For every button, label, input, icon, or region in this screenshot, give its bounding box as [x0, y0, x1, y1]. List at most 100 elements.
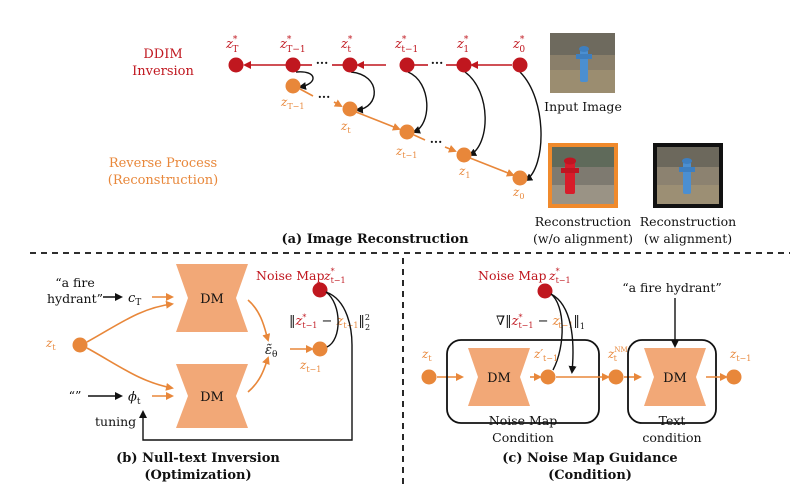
zprev-label-b: zt−1 [299, 358, 321, 374]
reconstruction-w-alignment-image [653, 143, 723, 208]
zp-node-c [540, 369, 556, 385]
label-zt: zt [340, 119, 351, 135]
ddim-inversion-label-1: DDIM [143, 47, 182, 62]
box2-label-2: condition [642, 430, 701, 445]
inversion-node-zt [342, 57, 358, 73]
link-curve-3 [407, 71, 428, 134]
label-zT-1: zT−1 [280, 95, 304, 111]
link-curve-1 [295, 71, 314, 90]
box1-label-2: Condition [492, 430, 554, 445]
inversion-node-z1 [456, 57, 472, 73]
zt-node-b [72, 337, 88, 353]
panel-b-title-1: (b) Null-text Inversion [116, 451, 280, 466]
dm-top-to-eps [247, 299, 271, 342]
panel-c: Noise Map z* t−1 ∇‖z* t−1 − z′ t−1‖1 “a fir… [421, 267, 751, 483]
link-curve-4 [464, 71, 486, 156]
input-image [550, 33, 615, 93]
label-zt-star: z* t [340, 35, 353, 55]
link-curve-5 [519, 71, 542, 182]
zt-label-c: zt [421, 347, 432, 363]
zt-to-dm-top [86, 300, 174, 343]
guidance-curve-c-2 [550, 293, 563, 371]
inversion-node-zT-1 [285, 57, 301, 73]
label-zT-1-star: z* T−1 [279, 35, 306, 55]
zout-node-c [726, 369, 742, 385]
panel-a-title: (a) Image Reconstruction [281, 232, 469, 247]
zstar-label-c: z* t−1 [548, 267, 571, 285]
dm-label-top: DM [200, 292, 224, 307]
reconstruction-wo-alignment-image [548, 143, 618, 208]
input-image-caption: Input Image [544, 99, 622, 114]
eps-theta-label: ε̃θ [265, 343, 277, 360]
panel-b-title-2: (Optimization) [144, 468, 251, 483]
zstar-node-c [537, 283, 553, 299]
c-T-label: cT [128, 291, 141, 308]
box2-label-1: Text [659, 413, 686, 428]
label-zt-1-star: z* t−1 [394, 35, 418, 55]
dm-block-c1 [468, 348, 530, 406]
reverse-dots-2: ··· [430, 135, 443, 149]
box1-label-1: Noise Map [489, 413, 558, 428]
prompt-text-c: “a fire hydrant” [622, 280, 722, 295]
loss-expression-b: ‖z* t−1 − zt−1‖2 2 [289, 313, 370, 332]
reverse-arrow-4 [469, 157, 515, 177]
recon-wo-caption-1: Reconstruction [535, 214, 631, 229]
reverse-arrow-3 [444, 145, 457, 153]
zt-to-dm-bottom [86, 347, 174, 391]
panel-c-title-2: (Condition) [548, 468, 632, 483]
ddim-inversion-label-2: Inversion [132, 64, 194, 79]
zprev-node-b [312, 341, 328, 357]
dm-label-c1: DM [487, 371, 511, 386]
reverse-node-zt [342, 101, 358, 117]
inversion-node-z0 [512, 57, 528, 73]
dm-block-bottom [176, 364, 248, 428]
noise-map-condition-box [446, 339, 600, 424]
inversion-node-zt-1 [399, 57, 415, 73]
tuning-label: tuning [95, 414, 136, 429]
reverse-arrow-2 [355, 111, 401, 131]
loss-feedback-line [139, 291, 353, 441]
dm-block-top [176, 264, 248, 332]
link-curve-2 [350, 71, 375, 114]
recon-w-caption-2: (w alignment) [644, 231, 732, 246]
label-z0: z0 [512, 185, 524, 201]
zstar-label-b: z* t−1 [323, 267, 346, 285]
prompt-text-2: hydrant” [47, 291, 103, 306]
znm-node-c [608, 369, 624, 385]
dm-bottom-to-eps [247, 356, 270, 393]
text-condition-box [627, 339, 717, 424]
null-prompt-text: “” [69, 388, 82, 403]
noise-map-label-c: Noise Map [478, 268, 547, 283]
reverse-seg-1 [299, 88, 314, 97]
dm-block-c2 [644, 348, 706, 406]
reverse-node-z0 [512, 170, 528, 186]
dm-label-c2: DM [663, 371, 687, 386]
reverse-dots-1: ··· [318, 90, 331, 104]
dm-label-bottom: DM [200, 390, 224, 405]
reverse-seg-2 [413, 134, 426, 141]
inversion-dots-2: ··· [431, 56, 444, 70]
znm-label-c: zNM t [607, 346, 628, 363]
label-z0-star: z* 0 [512, 35, 525, 55]
reverse-node-z1 [456, 147, 472, 163]
guidance-curve-c [550, 293, 577, 374]
gradient-expression-c: ∇‖z* t−1 − z′ t−1‖1 [496, 313, 585, 331]
label-z1-star: z* 1 [456, 35, 469, 55]
recon-wo-caption-2: (w/o alignment) [533, 231, 633, 246]
reverse-arrow-1 [333, 99, 343, 107]
label-zt-1: zt−1 [395, 144, 417, 160]
reverse-node-zt-1 [399, 124, 415, 140]
reverse-process-label-2: (Reconstruction) [108, 173, 218, 188]
zstar-node-b [312, 282, 328, 298]
recon-w-caption-1: Reconstruction [640, 214, 736, 229]
prompt-text-1: “a fire [55, 275, 95, 290]
loss-curve-to-zprev [325, 291, 339, 348]
label-z1: z1 [458, 164, 470, 180]
zt-label-b: zt [45, 336, 56, 352]
inversion-node-zT [228, 57, 244, 73]
panel-a: DDIM Inversion Reverse Process (Reconstr… [108, 33, 736, 247]
phi-t-label: ϕt [128, 390, 141, 407]
label-zT-star: z* T [225, 35, 238, 55]
zp-label-c: z′t−1 [533, 347, 558, 363]
